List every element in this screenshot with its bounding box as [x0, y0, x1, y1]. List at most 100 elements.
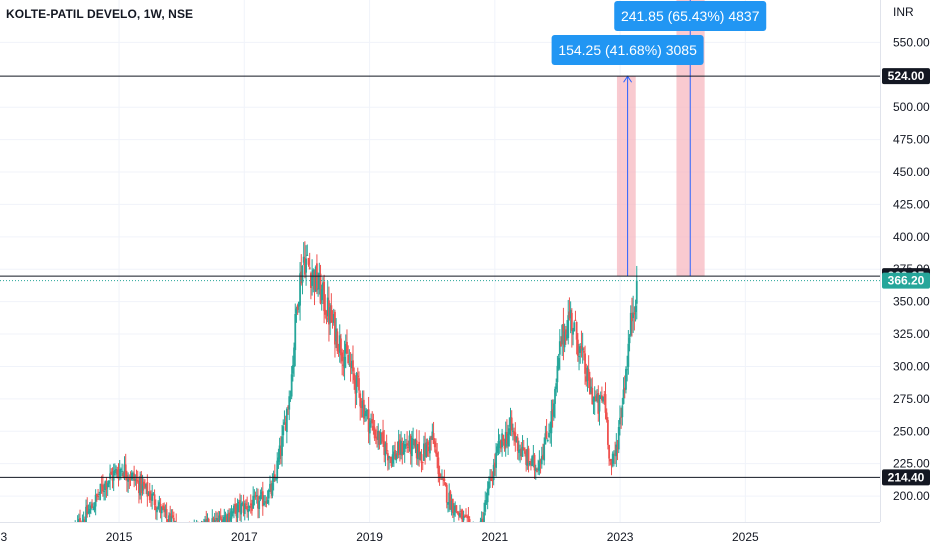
- candle-body: [240, 504, 242, 515]
- candle-body: [436, 453, 438, 457]
- candle-body: [305, 259, 307, 273]
- candle-body: [321, 289, 323, 300]
- candle-body: [452, 499, 454, 513]
- candle-body: [618, 427, 620, 449]
- candle-body: [86, 505, 88, 514]
- candle-body: [567, 315, 569, 338]
- candle-body: [407, 447, 409, 448]
- candle-body: [237, 504, 239, 518]
- candle-body: [357, 376, 359, 378]
- candle-body: [609, 459, 611, 461]
- candle-body: [365, 411, 367, 416]
- candle-body: [286, 409, 288, 432]
- candle-body: [498, 441, 500, 448]
- candle-body: [369, 423, 371, 434]
- candle-body: [575, 320, 577, 321]
- measure-range: [617, 76, 636, 276]
- candle-body: [397, 453, 399, 455]
- candle-body: [459, 513, 461, 517]
- symbol-title: KOLTE-PATIL DEVELO, 1W, NSE: [6, 7, 193, 21]
- candle-body: [156, 510, 158, 513]
- candle-body: [508, 428, 510, 434]
- candle-body: [636, 281, 638, 304]
- y-tick-label: 225.00: [893, 457, 930, 471]
- candle-body: [157, 506, 159, 509]
- candle-body: [316, 263, 318, 290]
- candle-body: [582, 348, 584, 350]
- candle-body: [615, 445, 617, 457]
- candle-body: [98, 494, 100, 495]
- candle-body: [347, 355, 349, 363]
- y-tick-label: 325.00: [893, 327, 930, 341]
- x-tick-label: 2021: [481, 530, 508, 544]
- x-tick-label: 2017: [231, 530, 258, 544]
- candle-body: [528, 448, 530, 462]
- candle-body: [172, 515, 174, 517]
- candle-body: [294, 314, 296, 350]
- candle-body: [258, 500, 260, 509]
- y-tick-label: 425.00: [893, 197, 930, 211]
- x-tick-label: 2025: [732, 530, 759, 544]
- y-tick-label: 450.00: [893, 165, 930, 179]
- candle-body: [547, 440, 549, 441]
- last-price-badge: 366.20: [888, 274, 925, 288]
- candle-body: [511, 418, 513, 431]
- candle-body: [434, 441, 436, 447]
- candle-body: [119, 469, 121, 477]
- candle-body: [268, 490, 270, 499]
- candle-body: [427, 442, 429, 445]
- candle-body: [523, 448, 525, 450]
- candle-body: [96, 494, 98, 496]
- candle-body: [166, 509, 168, 518]
- candle-body: [293, 348, 295, 367]
- hline-price-badge: 214.40: [888, 470, 925, 484]
- candle-body: [120, 469, 122, 470]
- candle-body: [437, 457, 439, 474]
- y-tick-label: 500.00: [893, 100, 930, 114]
- candle-body: [411, 438, 413, 456]
- candle-body: [576, 322, 578, 340]
- candle-body: [291, 374, 293, 396]
- candle-body: [290, 398, 292, 399]
- candle-body: [326, 318, 328, 319]
- candle-body: [97, 496, 99, 497]
- candle-body: [626, 369, 628, 370]
- candle-body: [621, 405, 623, 417]
- candle-body: [371, 419, 373, 423]
- y-tick-label: 250.00: [893, 424, 930, 438]
- candle-body: [536, 470, 538, 471]
- y-tick-label: 300.00: [893, 359, 930, 373]
- x-tick-label: 2013: [0, 530, 7, 544]
- candle-body: [531, 456, 533, 466]
- candle-body: [306, 255, 308, 256]
- candle-body: [554, 389, 556, 404]
- candle-body: [336, 331, 338, 351]
- candle-body: [281, 437, 283, 456]
- candle-body: [252, 496, 254, 509]
- measure-label-text: 241.85 (65.43%) 4837: [621, 8, 760, 24]
- candle-body: [103, 491, 105, 492]
- candle-body: [534, 455, 536, 470]
- candle-body: [573, 322, 575, 331]
- candle-body: [91, 504, 93, 509]
- candle-body: [173, 518, 175, 522]
- candle-body: [635, 306, 637, 312]
- candle-body: [107, 483, 109, 487]
- candle-body: [487, 489, 489, 503]
- candle-body: [108, 480, 110, 483]
- candle-body: [352, 360, 354, 371]
- y-tick-label: 475.00: [893, 133, 930, 147]
- candle-body: [154, 494, 156, 505]
- candle-body: [465, 515, 467, 516]
- candle-body: [382, 431, 384, 441]
- y-tick-label: 400.00: [893, 230, 930, 244]
- candle-body: [247, 509, 249, 512]
- candle-body: [214, 520, 216, 522]
- candle-body: [469, 519, 471, 522]
- candle-body: [403, 452, 405, 454]
- candle-body: [543, 444, 545, 460]
- candle-body: [155, 506, 157, 510]
- x-tick-label: 2019: [356, 530, 383, 544]
